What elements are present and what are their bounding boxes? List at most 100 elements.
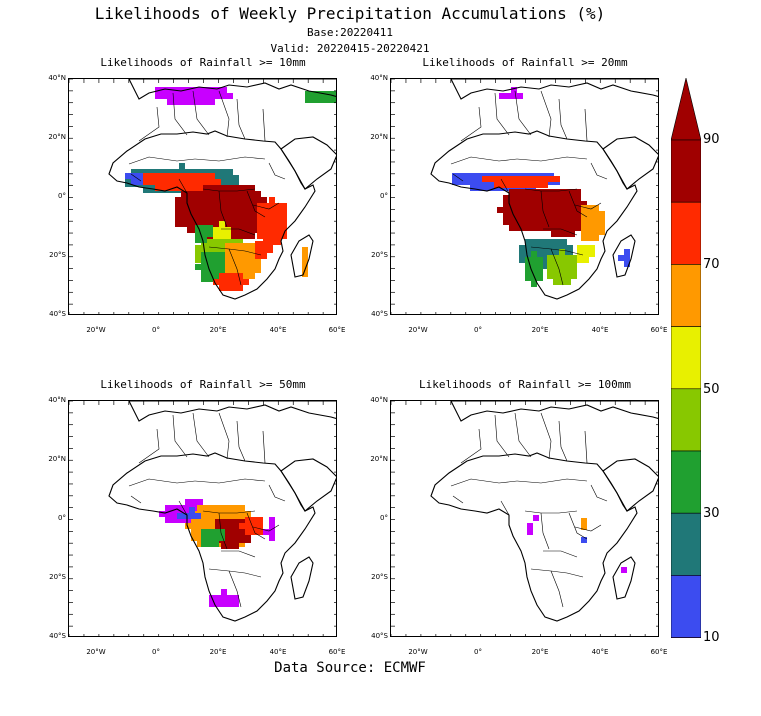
colorbar-label-10: 10 xyxy=(703,630,720,645)
probability-cell xyxy=(239,511,245,517)
probability-cell xyxy=(243,185,249,191)
probability-cell xyxy=(195,245,201,251)
probability-cell xyxy=(137,173,143,179)
probability-cell xyxy=(542,176,548,182)
colorbar-label-90: 90 xyxy=(703,132,720,147)
probability-cell xyxy=(213,252,219,258)
probability-cell xyxy=(233,175,239,181)
probability-cell xyxy=(187,203,193,209)
probability-cell xyxy=(197,99,203,105)
probability-cell xyxy=(551,225,557,231)
country-border xyxy=(172,414,188,458)
probability-cell xyxy=(209,601,215,607)
country-border xyxy=(138,428,160,464)
probability-cell xyxy=(179,185,185,191)
probability-cell xyxy=(231,233,237,239)
lon-tick-label: 20°W xyxy=(86,326,106,334)
probability-cell xyxy=(549,245,555,251)
probability-cell xyxy=(527,207,533,213)
probability-cell xyxy=(207,258,213,264)
lat-tick-label: 0° xyxy=(380,192,388,200)
probability-cell xyxy=(225,227,231,233)
probability-cell xyxy=(221,169,227,175)
probability-cell xyxy=(581,235,587,241)
probability-cell xyxy=(269,221,275,227)
probability-cell xyxy=(239,523,245,529)
probability-cell xyxy=(143,179,149,185)
probability-cell xyxy=(225,261,231,267)
probability-cell xyxy=(209,511,215,517)
probability-cell xyxy=(225,267,231,273)
probability-cell xyxy=(281,215,287,221)
probability-cell xyxy=(548,176,554,182)
map-svg xyxy=(391,79,658,314)
probability-cell xyxy=(155,173,161,179)
probability-cell xyxy=(197,523,203,529)
probability-cell xyxy=(211,203,217,209)
probability-cell xyxy=(201,264,207,270)
probability-cell xyxy=(563,219,569,225)
probability-cell xyxy=(219,191,225,197)
probability-cell xyxy=(207,535,213,541)
probability-cell xyxy=(581,217,587,223)
probability-cell xyxy=(205,185,211,191)
country-border xyxy=(202,188,256,192)
probability-cell xyxy=(511,87,517,93)
country-border xyxy=(452,173,464,182)
probability-cell xyxy=(193,215,199,221)
probability-cell xyxy=(243,243,249,249)
country-border xyxy=(516,478,588,484)
probability-cell xyxy=(213,541,219,547)
probability-cell xyxy=(551,207,557,213)
probability-cell xyxy=(167,179,173,185)
probability-cell xyxy=(547,255,553,261)
probability-cell xyxy=(191,87,197,93)
probability-cell xyxy=(221,87,227,93)
probability-cell xyxy=(527,529,533,535)
probability-cell xyxy=(530,176,536,182)
probability-cell xyxy=(488,185,494,191)
probability-cell xyxy=(197,499,203,505)
probability-cell xyxy=(488,176,494,182)
probability-cell xyxy=(503,195,509,201)
probability-cell xyxy=(537,263,543,269)
probability-cell xyxy=(227,505,233,511)
probability-cell xyxy=(237,221,243,227)
probability-cell xyxy=(517,93,523,99)
probability-cell xyxy=(269,523,275,529)
country-border xyxy=(590,162,608,180)
probability-cell xyxy=(239,531,245,537)
probability-field xyxy=(527,515,627,573)
probability-cell xyxy=(183,513,189,519)
europe-coastline xyxy=(450,79,658,100)
probability-cell xyxy=(137,179,143,185)
probability-cell xyxy=(452,173,458,179)
probability-cell xyxy=(203,99,209,105)
probability-cell xyxy=(231,273,237,279)
probability-cell xyxy=(215,87,221,93)
probability-cell xyxy=(581,229,587,235)
probability-cell xyxy=(233,181,239,187)
probability-cell xyxy=(209,179,215,185)
probability-cell xyxy=(211,197,217,203)
probability-cell xyxy=(543,251,549,257)
country-border xyxy=(268,484,286,502)
probability-cell xyxy=(203,87,209,93)
probability-cell xyxy=(281,227,287,233)
probability-cell xyxy=(565,255,571,261)
probability-cell xyxy=(175,197,181,203)
probability-cell xyxy=(624,255,630,261)
country-border xyxy=(228,570,242,608)
probability-cell xyxy=(581,524,587,530)
lat-tick-label: 40°N xyxy=(48,396,66,404)
probability-cell xyxy=(167,185,173,191)
country-border xyxy=(450,156,518,165)
lat-tick-label: 20°N xyxy=(370,455,388,463)
probability-cell xyxy=(185,173,191,179)
probability-cell xyxy=(624,261,630,267)
probability-cell xyxy=(179,173,185,179)
probability-cell xyxy=(249,203,255,209)
probability-cell xyxy=(213,227,219,233)
probability-cell xyxy=(211,191,217,197)
probability-cell xyxy=(219,535,225,541)
